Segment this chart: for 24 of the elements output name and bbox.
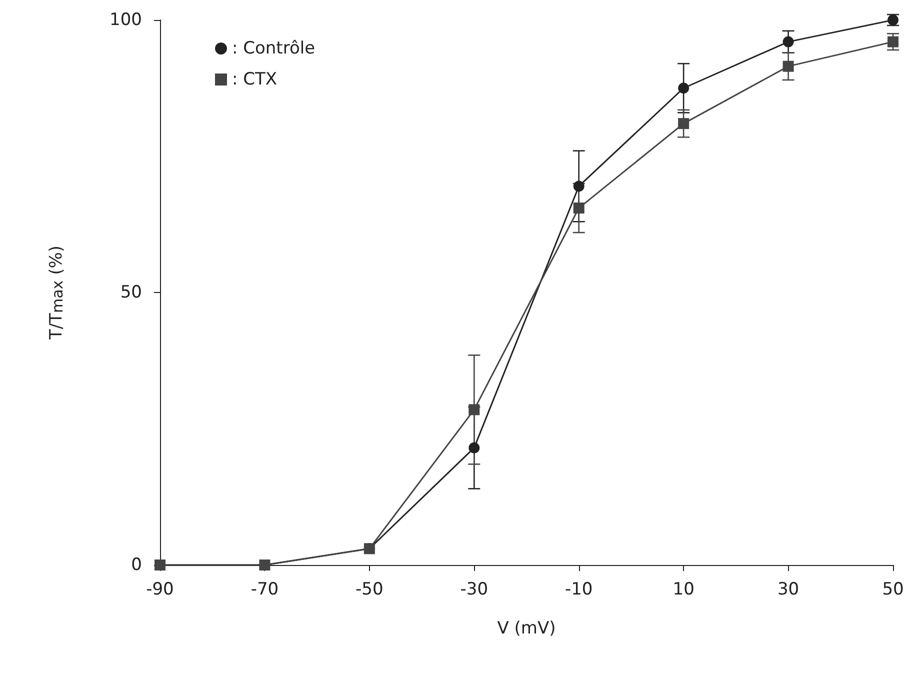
- point: [573, 202, 584, 214]
- x-tick-label: 30: [777, 580, 800, 600]
- x-tick-label: -30: [460, 580, 488, 600]
- legend-label: : CTX: [232, 70, 278, 90]
- y-tick-label: 0: [131, 555, 142, 575]
- x-tick-label: 10: [672, 580, 694, 600]
- point: [678, 118, 690, 130]
- x-tick-label: -10: [564, 580, 593, 600]
- point: [468, 404, 480, 416]
- point: [782, 60, 794, 72]
- point: [782, 36, 794, 48]
- x-axis-title: V (mV): [497, 618, 556, 638]
- x-tick-label: -70: [250, 580, 279, 600]
- point: [468, 442, 480, 454]
- y-tick-label: 50: [120, 282, 142, 302]
- x-tick-label: -90: [146, 580, 174, 600]
- y-axis-title: T/Tmax (%): [46, 246, 66, 340]
- point: [573, 180, 584, 192]
- point: [888, 36, 898, 48]
- legend-label: : Contrôle: [232, 38, 316, 58]
- x-tick-label: -50: [356, 580, 384, 600]
- point: [678, 82, 690, 94]
- y-tick-label: 100: [110, 10, 142, 30]
- x-tick-label: 50: [882, 580, 904, 600]
